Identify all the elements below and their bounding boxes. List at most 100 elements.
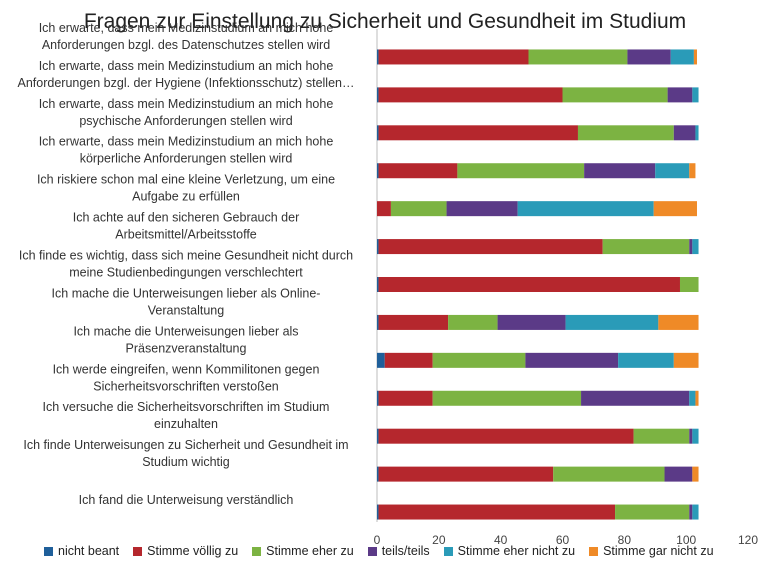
plot-area: Ich erwarte, dass mein Medizinstudium an…	[18, 21, 759, 547]
bar-segment	[378, 239, 603, 255]
legend-item: Stimme eher nicht zu	[443, 544, 576, 558]
category-label-line: Ich mache die Unterweisungen lieber als …	[52, 286, 321, 300]
legend-item: Stimme eher zu	[252, 544, 354, 558]
bar-segment	[615, 504, 690, 520]
category-label-line: Ich achte auf den sicheren Gebrauch der	[73, 211, 300, 225]
bar-segment	[689, 428, 693, 444]
bar-segment	[377, 87, 379, 103]
bar-segment	[693, 49, 697, 65]
bar-segment	[581, 390, 690, 406]
category-label-line: Ich erwarte, dass mein Medizinstudium an…	[39, 21, 334, 35]
bar-segment	[377, 163, 379, 179]
bar-segment	[378, 277, 680, 292]
bar-segment	[692, 428, 699, 444]
bar-segment	[384, 352, 433, 368]
category-label-line: Ich fand die Unterweisung verständlich	[79, 493, 294, 507]
bar-segment	[658, 314, 699, 330]
x-tick-label: 40	[494, 533, 508, 547]
bar-segment	[653, 201, 697, 217]
bar-segment	[664, 466, 693, 482]
bar-segment	[517, 201, 654, 217]
legend-item: teils/teils	[367, 544, 430, 558]
bar-segment	[378, 87, 563, 103]
category-label: Ich achte auf den sicheren Gebrauch der A…	[73, 211, 300, 242]
bar-segment	[378, 163, 458, 179]
bar-segment	[565, 314, 659, 330]
category-label-line: Aufgabe zu erfüllen	[132, 190, 240, 204]
legend-swatch	[252, 546, 262, 556]
bar-segment	[528, 49, 628, 65]
bar-segment	[525, 352, 619, 368]
x-tick-label: 120	[738, 533, 758, 547]
category-label: Ich versuche die Sicherheitsvorschriften…	[43, 400, 330, 431]
bar-segment	[673, 125, 696, 141]
legend-label: Stimme gar nicht zu	[603, 544, 714, 558]
bar-segment	[633, 428, 690, 444]
bar-segment	[667, 87, 693, 103]
bar-segment	[689, 163, 696, 179]
bar-segment	[497, 314, 566, 330]
legend-label: Stimme eher zu	[266, 544, 354, 558]
legend-swatch	[367, 546, 377, 556]
bar-segment	[390, 201, 447, 217]
bar-segment	[692, 466, 699, 482]
bar-segment	[695, 390, 699, 406]
x-tick-label: 80	[618, 533, 632, 547]
bar-segment	[377, 239, 379, 255]
category-label: Ich erwarte, dass mein Medizinstudium an…	[18, 59, 355, 90]
bar-segment	[627, 49, 671, 65]
bar-segment	[457, 163, 585, 179]
category-label-line: Ich erwarte, dass mein Medizinstudium an…	[39, 135, 334, 149]
category-label-line: Anforderungen bzgl. der Hygiene (Infekti…	[18, 76, 355, 90]
category-label: Ich erwarte, dass mein Medizinstudium an…	[39, 21, 334, 52]
category-label-line: Anforderungen bzgl. des Datenschutzes st…	[42, 38, 330, 52]
bar-segment	[378, 466, 554, 482]
bar-segment	[377, 352, 385, 368]
bar-segment	[377, 277, 379, 292]
category-label-line: Ich werde eingreifen, wenn Kommilitonen …	[53, 362, 320, 376]
legend-swatch	[133, 546, 143, 556]
bar-segment	[378, 314, 449, 330]
bar-segment	[377, 49, 379, 65]
bar-segment	[679, 277, 699, 292]
chart-title: Fragen zur Einstellung zu Sicherheit und…	[83, 10, 687, 33]
bar-segment	[377, 125, 379, 141]
category-label-line: einzuhalten	[154, 417, 218, 431]
bar-segment	[689, 504, 693, 520]
legend-swatch	[589, 546, 599, 556]
legend-label: Stimme eher nicht zu	[457, 544, 576, 558]
legend-item: nicht beant	[44, 544, 119, 558]
bar-segment	[432, 390, 582, 406]
category-label-line: Präsenzveranstaltung	[126, 341, 247, 355]
category-label-line: Ich finde es wichtig, dass sich meine Ge…	[19, 249, 353, 263]
bar-segment	[378, 504, 616, 520]
bar-segment	[577, 125, 674, 141]
category-label-line: Ich erwarte, dass mein Medizinstudium an…	[39, 59, 334, 73]
legend-item: Stimme völlig zu	[133, 544, 238, 558]
legend-swatch	[443, 546, 453, 556]
bar-segment	[377, 314, 379, 330]
bar-segment	[692, 87, 699, 103]
category-label: Ich riskiere schon mal eine kleine Verle…	[37, 173, 335, 204]
bar-segment	[689, 239, 693, 255]
bar-segment	[377, 390, 379, 406]
bar-segment	[448, 314, 498, 330]
category-label-line: Sicherheitsvorschriften verstoßen	[93, 379, 279, 393]
category-label-line: meine Studienbedingungen verschlechtert	[69, 266, 303, 280]
bar-segment	[377, 201, 391, 217]
x-tick-label: 0	[374, 533, 381, 547]
bar-segment	[584, 163, 656, 179]
bar-segment	[695, 125, 699, 141]
category-label-line: körperliche Anforderungen stellen wird	[80, 152, 293, 166]
legend-item: Stimme gar nicht zu	[589, 544, 714, 558]
category-label-line: Studium wichtig	[142, 455, 230, 469]
bar-segment	[378, 428, 634, 444]
legend-label: nicht beant	[58, 544, 120, 558]
bar-segment	[602, 239, 690, 255]
category-label-line: Ich versuche die Sicherheitsvorschriften…	[43, 400, 330, 414]
legend-swatch	[44, 546, 53, 556]
legend-label: teils/teils	[381, 544, 430, 558]
category-label-line: psychische Anforderungen stellen wird	[79, 114, 292, 128]
x-tick-label: 60	[556, 533, 570, 547]
